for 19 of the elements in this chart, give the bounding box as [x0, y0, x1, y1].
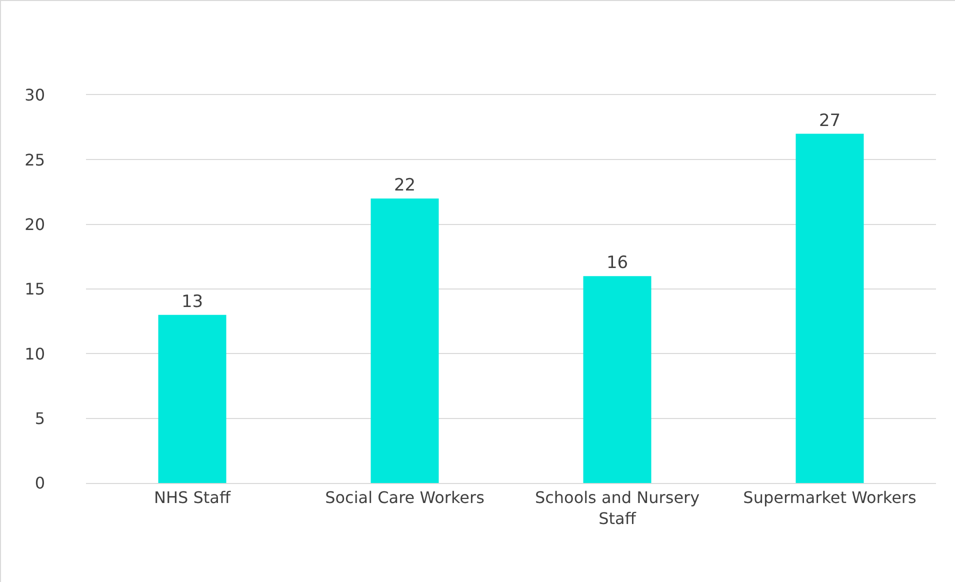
- y-tick-label: 0: [34, 474, 45, 493]
- bar: [583, 276, 652, 483]
- y-tick-label: 20: [24, 214, 45, 234]
- data-label: 16: [606, 253, 628, 274]
- y-tick-label: 10: [24, 344, 45, 364]
- bar: [796, 134, 864, 483]
- y-tick-label: 5: [34, 408, 45, 428]
- x-tick-label: Supermarket Workers: [743, 488, 916, 508]
- y-tick-label: 30: [24, 86, 45, 105]
- bar: [370, 198, 439, 483]
- x-tick-label: NHS Staff: [154, 488, 232, 508]
- data-label: 27: [818, 110, 841, 131]
- bar: [158, 314, 226, 483]
- data-label: 13: [181, 292, 204, 312]
- x-tick-label: Social Care Workers: [325, 488, 484, 508]
- y-tick-label: 25: [24, 150, 45, 170]
- x-tick-label: Schools and Nursery Staff: [534, 488, 700, 528]
- data-label: 22: [394, 175, 416, 196]
- y-tick-label: 15: [24, 280, 45, 299]
